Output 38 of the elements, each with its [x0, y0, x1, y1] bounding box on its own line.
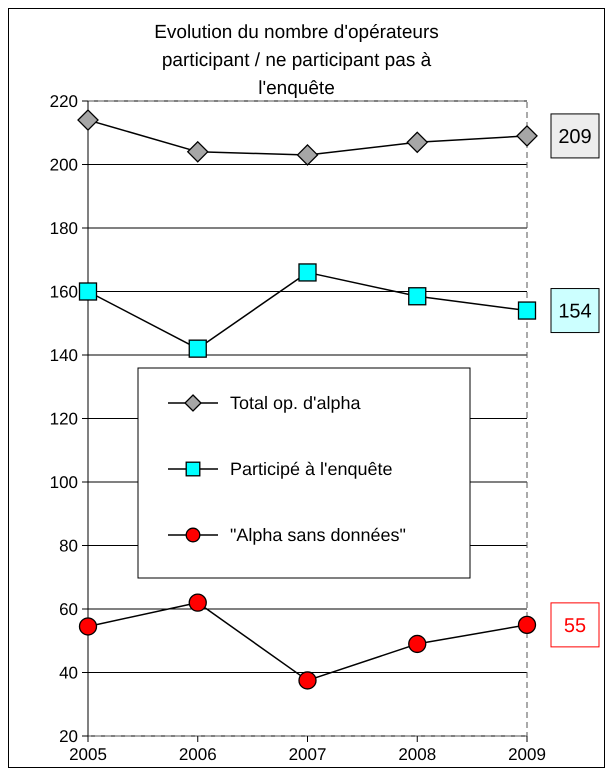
y-tick-label: 140: [50, 346, 78, 365]
point: [518, 301, 536, 320]
point: [78, 282, 98, 301]
y-tick-label: 120: [50, 410, 78, 428]
y-tick-label: 220: [50, 92, 78, 111]
point: [188, 340, 207, 358]
y-tick-label: 20: [59, 727, 78, 746]
y-tick-label: 40: [59, 664, 78, 682]
point: [406, 132, 428, 153]
data-label: 209: [558, 126, 592, 148]
chart-title: Evolution du nombre d'opérateurs participant / ne participant pas à l'enquête: [154, 22, 439, 99]
x-tick-label: 2009: [508, 745, 546, 764]
y-tick-label: 80: [59, 536, 78, 556]
point: [296, 144, 318, 166]
legend-label: Total op. d'alpha: [230, 393, 362, 413]
point: [408, 634, 426, 654]
y-tick-label: 200: [50, 156, 78, 174]
y-tick-label: 100: [50, 473, 78, 492]
point: [518, 616, 536, 634]
point: [78, 617, 98, 636]
data-label: 55: [564, 614, 586, 637]
x-tick-label: 2006: [178, 745, 217, 764]
legend-label: Participé à l'enquête: [230, 459, 393, 479]
x-tick-label: 2007: [288, 745, 326, 764]
x-tick-label: 2005: [69, 745, 107, 764]
y-tick-label: 180: [50, 219, 78, 238]
y-tick-label: 60: [59, 600, 78, 619]
x-tick-label: 2008: [398, 745, 436, 764]
y-tick-label: 160: [50, 282, 78, 302]
point: [188, 594, 207, 612]
data-label: 154: [558, 300, 592, 323]
legend-label: "Alpha sans données": [230, 525, 406, 545]
point: [187, 141, 208, 162]
point: [298, 263, 317, 282]
point: [77, 109, 99, 131]
point: [298, 671, 317, 690]
point: [516, 125, 538, 147]
point: [408, 287, 426, 306]
